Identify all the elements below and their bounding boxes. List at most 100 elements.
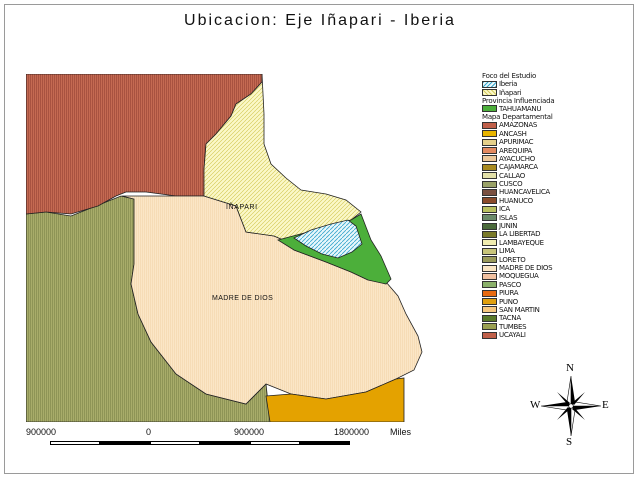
legend-item: SAN MARTIN: [482, 306, 632, 314]
legend-label: AREQUIPA: [499, 146, 532, 155]
legend-label: Iñapari: [499, 88, 522, 97]
legend-item: TAHUAMANU: [482, 105, 632, 113]
legend-swatch: [482, 147, 497, 155]
legend-label: LA LIBERTAD: [499, 230, 541, 239]
legend-swatch: [482, 197, 497, 205]
legend-label: PUNO: [499, 297, 518, 306]
legend-item: MOQUEGUA: [482, 272, 632, 280]
legend-provincia-heading: Provincia Influenciada: [482, 96, 555, 105]
legend-swatch: [482, 205, 497, 213]
legend-item: TUMBES: [482, 323, 632, 331]
legend-item: PIURA: [482, 289, 632, 297]
legend-label: ICA: [499, 205, 510, 214]
legend-label: UCAYALI: [499, 331, 526, 340]
legend-item: LIMA: [482, 247, 632, 255]
legend-item: LA LIBERTAD: [482, 230, 632, 238]
legend-swatch: [482, 180, 497, 188]
north-arrow: N S E W: [528, 360, 614, 450]
scale-segment: [250, 441, 300, 445]
legend-label: AMAZONAS: [499, 121, 537, 130]
scale-segment: [50, 441, 100, 445]
legend-swatch: [482, 247, 497, 255]
legend-label: SAN MARTIN: [499, 305, 540, 314]
legend-swatch: [482, 306, 497, 314]
legend-label: ISLAS: [499, 213, 518, 222]
legend-item: CUSCO: [482, 180, 632, 188]
legend-swatch: [482, 256, 497, 264]
compass-w: W: [530, 399, 541, 411]
legend-item: PASCO: [482, 281, 632, 289]
legend-label: JUNIN: [499, 222, 518, 231]
legend-label: LAMBAYEQUE: [499, 238, 544, 247]
legend-label: PIURA: [499, 289, 519, 298]
legend-swatch: [482, 272, 497, 280]
legend-item-inapari: Iñapari: [482, 88, 632, 97]
scale-tick: 1800000: [334, 427, 370, 437]
legend-label: MADRE DE DIOS: [499, 264, 553, 272]
legend-swatch: [482, 163, 497, 171]
legend-item: HUANCAVELICA: [482, 188, 632, 196]
legend-label: LORETO: [499, 255, 526, 264]
map-frame: [4, 4, 634, 474]
legend-item: AMAZONAS: [482, 121, 632, 129]
scale-segment: [150, 441, 200, 445]
legend-item: JUNIN: [482, 222, 632, 230]
legend-item: ICA: [482, 205, 632, 213]
legend-item: ISLAS: [482, 213, 632, 222]
scale-unit: Miles: [390, 427, 412, 437]
legend-item: AYACUCHO: [482, 155, 632, 163]
legend-swatch: [482, 155, 497, 163]
legend-item-iberia: Iberia: [482, 80, 632, 88]
legend-label: CAJAMARCA: [499, 163, 538, 172]
legend-swatch: [482, 281, 497, 289]
legend-swatch: [482, 138, 497, 146]
legend-label: HUANCAVELICA: [499, 188, 550, 197]
scale-tick: 0: [146, 427, 152, 437]
legend-item: UCAYALI: [482, 331, 632, 339]
legend-swatch: [482, 298, 497, 306]
legend-mapa-heading: Mapa Departamental: [482, 113, 553, 122]
legend-label: CUSCO: [499, 180, 523, 189]
legend-label: Iberia: [499, 80, 518, 89]
legend-label: ANCASH: [499, 129, 527, 138]
legend-swatch: [482, 289, 497, 297]
legend-label: APURIMAC: [499, 138, 534, 147]
legend-foco-heading: Foco del Estudio: [482, 72, 537, 80]
legend-label: MOQUEGUA: [499, 272, 539, 281]
legend-item: PUNO: [482, 297, 632, 306]
scale-segment: [200, 441, 250, 445]
legend-swatch: [482, 130, 497, 138]
legend-item: CAJAMARCA: [482, 163, 632, 171]
legend-swatch: [482, 188, 497, 196]
legend-item: LORETO: [482, 255, 632, 264]
legend-label: TACNA: [499, 314, 521, 323]
legend-item: AREQUIPA: [482, 146, 632, 155]
legend-item: TACNA: [482, 314, 632, 322]
legend-swatch: [482, 172, 497, 180]
iberia-swatch: [482, 80, 497, 88]
map-legend: Foco del Estudio Iberia Iñapari Provinci…: [482, 72, 632, 339]
legend-label: HUANUCO: [499, 196, 533, 205]
inapari-swatch: [482, 89, 497, 97]
legend-label: TUMBES: [499, 322, 527, 331]
compass-n: N: [566, 362, 574, 374]
legend-label: PASCO: [499, 280, 521, 289]
legend-swatch: [482, 331, 497, 339]
map-canvas: IÑAPARI MADRE DE DIOS: [26, 74, 423, 422]
legend-item: ANCASH: [482, 130, 632, 138]
legend-label: TAHUAMANU: [499, 104, 542, 113]
legend-swatch: [482, 222, 497, 230]
legend-label: CALLAO: [499, 171, 526, 180]
compass-s: S: [566, 436, 573, 448]
scale-tick: 900000: [26, 427, 57, 437]
legend-label: LIMA: [499, 247, 515, 256]
label-madre-de-dios: MADRE DE DIOS: [212, 295, 273, 302]
legend-swatch: [482, 214, 497, 222]
scale-segment: [300, 441, 350, 445]
legend-swatch: [482, 105, 497, 113]
scale-tick: 900000: [234, 427, 265, 437]
map-title: Ubicacion: Eje Iñapari - Iberia: [184, 12, 456, 29]
scale-bar: 900000 0 900000 1800000 Miles: [26, 423, 446, 463]
scale-segment: [100, 441, 150, 445]
compass-e: E: [602, 399, 609, 411]
